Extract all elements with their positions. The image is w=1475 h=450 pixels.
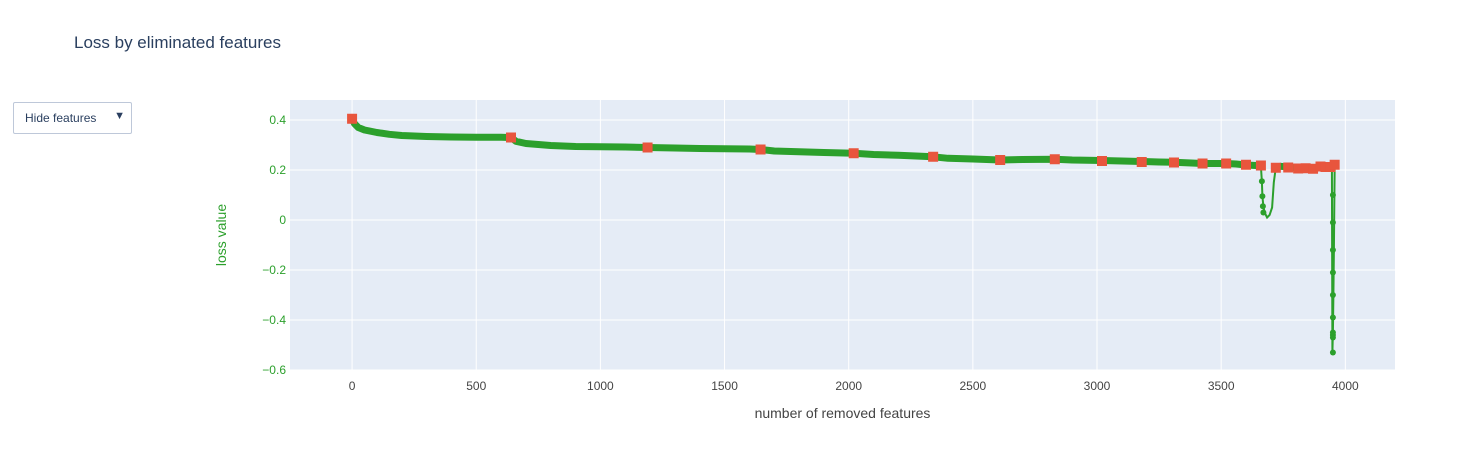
highlight-marker — [1096, 156, 1107, 166]
data-point-dot — [1329, 269, 1336, 276]
x-axis-label: number of removed features — [755, 405, 931, 421]
x-tick-label: 2500 — [960, 379, 987, 393]
data-point-dot — [1329, 334, 1336, 341]
data-point-dot — [1329, 219, 1336, 226]
y-tick-label: −0.2 — [262, 263, 286, 277]
highlight-marker — [1329, 159, 1340, 170]
highlight-marker — [347, 113, 358, 124]
highlight-marker — [1255, 160, 1266, 171]
x-tick-label: 2000 — [835, 379, 862, 393]
highlight-marker — [1221, 158, 1232, 169]
series-layer — [347, 113, 1340, 356]
y-tick-label: −0.6 — [262, 363, 286, 377]
highlight-marker — [1136, 157, 1147, 167]
highlight-marker — [1270, 162, 1281, 173]
highlight-marker — [1169, 157, 1179, 168]
x-tick-label: 3000 — [1084, 379, 1111, 393]
highlight-marker — [848, 148, 859, 159]
highlight-marker — [1283, 162, 1294, 173]
data-point-dot — [1329, 247, 1336, 253]
data-point-dot — [1258, 178, 1265, 185]
highlight-marker — [1197, 158, 1208, 169]
highlight-marker — [1049, 154, 1060, 165]
y-tick-label: 0 — [279, 213, 286, 227]
highlight-marker — [642, 142, 653, 153]
data-point-dot — [1259, 203, 1266, 210]
data-point-dot — [1329, 292, 1336, 298]
y-tick-label: −0.4 — [262, 313, 286, 327]
highlight-marker — [928, 151, 939, 162]
chart-title: Loss by eliminated features — [74, 33, 281, 52]
highlight-marker — [1241, 159, 1252, 170]
x-tick-label: 3500 — [1208, 379, 1235, 393]
highlight-marker — [1293, 163, 1304, 174]
x-tick-label: 1500 — [711, 379, 738, 393]
highlight-marker — [506, 132, 516, 143]
x-tick-labels: 0 500 1000 1500 2000 2500 3000 3500 4000 — [349, 379, 1359, 393]
data-point-dot — [1259, 193, 1266, 200]
y-tick-label: 0.4 — [269, 113, 286, 127]
data-point-dot — [1329, 349, 1336, 356]
x-tick-label: 0 — [349, 379, 356, 393]
x-tick-label: 1000 — [587, 379, 614, 393]
dropdown-arrow-icon: ▼ — [114, 110, 125, 122]
x-tick-label: 500 — [466, 379, 486, 393]
data-point-dot — [1329, 314, 1336, 321]
hide-features-dropdown[interactable]: Hide features ▼ — [13, 102, 132, 134]
highlight-marker — [1308, 163, 1319, 174]
highlight-marker — [995, 155, 1006, 165]
data-point-dot — [1329, 192, 1336, 198]
y-tick-labels: 0.4 0.2 0 −0.2 −0.4 −0.6 — [262, 113, 286, 377]
data-point-dot — [1329, 329, 1336, 336]
highlight-marker — [1300, 163, 1311, 174]
data-point-dot — [1260, 209, 1267, 216]
highlight-marker — [755, 144, 766, 155]
y-tick-label: 0.2 — [269, 163, 286, 177]
x-tick-label: 4000 — [1332, 379, 1359, 393]
y-gridlines — [290, 119, 1395, 371]
dropdown-label: Hide features — [25, 111, 97, 125]
plot-area — [290, 100, 1395, 370]
y-axis-label: loss value — [213, 204, 229, 266]
